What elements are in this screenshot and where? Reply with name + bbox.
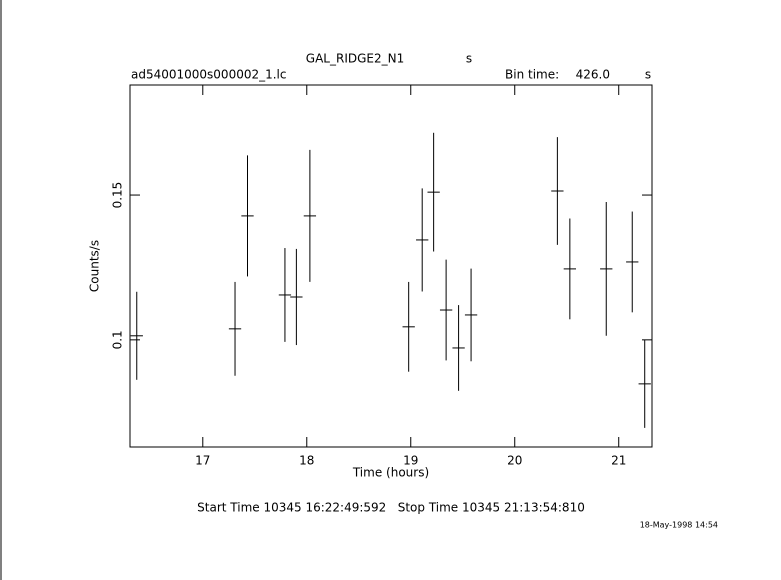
y-tick-label: 0.15 (111, 182, 125, 209)
x-tick-label: 19 (403, 454, 418, 468)
footer: Start Time 10345 16:22:49:592 Stop Time … (197, 501, 585, 515)
title-unit: s (466, 52, 472, 66)
x-tick-label: 21 (611, 454, 626, 468)
bin-time-unit: s (645, 68, 651, 82)
bin-time-label: Bin time: (505, 68, 559, 82)
y-axis-label: Counts/s (88, 240, 102, 292)
x-axis-label: Time (hours) (352, 466, 429, 480)
y-tick-label: 0.1 (111, 330, 125, 349)
x-tick-label: 20 (507, 454, 522, 468)
bin-time: 426.0 (576, 68, 610, 82)
file-name: ad54001000s000002_1.lc (131, 68, 287, 82)
chart-title: GAL_RIDGE2_N1 (306, 52, 404, 66)
date: 18-May-1998 14:54 (640, 521, 718, 530)
x-tick-label: 17 (195, 454, 210, 468)
plot-frame (129, 84, 653, 448)
x-tick-label: 18 (299, 454, 314, 468)
